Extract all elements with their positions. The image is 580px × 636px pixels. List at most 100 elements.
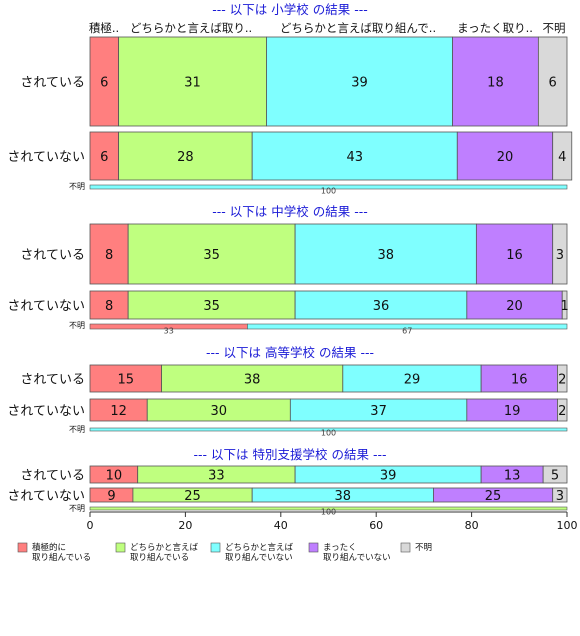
row-label: されていない xyxy=(7,489,85,504)
bar-segment xyxy=(118,36,267,127)
row-label: されている xyxy=(20,76,85,91)
legend-label: どちらかと言えば xyxy=(225,542,294,553)
bar-segment xyxy=(557,364,568,393)
row-label: されていない xyxy=(7,404,85,419)
top-category-label: 積極.. xyxy=(89,21,119,35)
legend-swatch xyxy=(210,542,221,553)
unknown-bar-segment xyxy=(89,427,568,432)
bar-segment xyxy=(552,131,573,181)
bar-segment xyxy=(266,36,453,127)
data-label: 2 xyxy=(558,404,566,419)
data-label: 31 xyxy=(184,76,201,91)
bar-segment xyxy=(542,465,568,484)
data-label: 20 xyxy=(497,150,514,165)
row-label: されている xyxy=(20,248,85,263)
unknown-row-label: 不明 xyxy=(69,182,85,191)
data-label: 37 xyxy=(370,404,387,419)
data-label: 13 xyxy=(504,469,521,484)
bar-segment xyxy=(118,131,253,181)
data-label: 8 xyxy=(105,248,113,263)
bar-segment xyxy=(89,131,120,181)
data-label: 9 xyxy=(107,489,115,504)
data-label: 1 xyxy=(560,299,568,314)
bar-segment xyxy=(537,36,568,127)
panel-title: --- 以下は 中学校 の結果 --- xyxy=(212,204,367,219)
data-label: 39 xyxy=(351,76,368,91)
unknown-data-label: 67 xyxy=(402,327,412,336)
row-label: されていない xyxy=(7,150,85,165)
legend-label: 取り組んでいない xyxy=(323,552,391,563)
data-label: 10 xyxy=(106,469,123,484)
data-label: 3 xyxy=(556,248,564,263)
legend-label: どちらかと言えば xyxy=(130,542,199,553)
unknown-data-label: 33 xyxy=(164,327,174,336)
data-label: 15 xyxy=(118,373,135,388)
bar-segment xyxy=(294,223,477,285)
panel-title: --- 以下は 特別支援学校 の結果 --- xyxy=(194,447,387,462)
bar-segment xyxy=(161,364,344,393)
bar-segment xyxy=(89,290,129,320)
data-label: 38 xyxy=(377,248,394,263)
data-label: 3 xyxy=(556,489,564,504)
data-label: 38 xyxy=(244,373,261,388)
x-tick-label: 80 xyxy=(465,519,479,532)
data-label: 29 xyxy=(404,373,421,388)
data-label: 33 xyxy=(208,469,225,484)
data-label: 43 xyxy=(346,150,363,165)
data-label: 38 xyxy=(335,489,352,504)
unknown-bar-segment xyxy=(89,506,568,511)
bar-segment xyxy=(456,131,554,181)
legend-label: まったく xyxy=(323,543,357,553)
panel-title: --- 以下は 小学校 の結果 --- xyxy=(212,2,367,17)
bar-segment xyxy=(127,223,296,285)
unknown-data-label: 100 xyxy=(321,429,336,438)
legend-swatch xyxy=(115,542,126,553)
data-label: 25 xyxy=(485,489,502,504)
row-label: されていない xyxy=(7,299,85,314)
unknown-bar-segment xyxy=(89,184,568,190)
data-label: 8 xyxy=(105,299,113,314)
data-label: 18 xyxy=(487,76,504,91)
bar-segment xyxy=(466,290,563,320)
top-category-label: どちらかと言えば取り組んで.. xyxy=(280,21,436,35)
x-tick-label: 20 xyxy=(178,519,192,532)
data-label: 30 xyxy=(211,404,228,419)
bar-segment xyxy=(452,36,539,127)
data-label: 4 xyxy=(558,150,566,165)
bar-segment xyxy=(251,131,458,181)
panel-title: --- 以下は 高等学校 の結果 --- xyxy=(206,345,374,360)
x-tick-label: 60 xyxy=(369,519,383,532)
legend-swatch xyxy=(308,542,319,553)
bar-segment xyxy=(127,290,296,320)
top-category-label: どちらかと言えば取り.. xyxy=(130,21,252,35)
legend-swatch xyxy=(400,542,411,553)
data-label: 2 xyxy=(558,373,566,388)
data-label: 6 xyxy=(549,76,557,91)
data-label: 12 xyxy=(110,404,127,419)
bar-segment xyxy=(89,364,162,393)
data-label: 39 xyxy=(380,469,397,484)
unknown-data-label: 100 xyxy=(321,187,336,196)
row-label: されている xyxy=(20,373,85,388)
bar-segment xyxy=(561,290,568,320)
data-label: 6 xyxy=(100,150,108,165)
data-label: 35 xyxy=(203,299,220,314)
unknown-row-label: 不明 xyxy=(69,321,85,330)
legend-label: 取り組んでいる xyxy=(130,552,189,563)
x-tick-label: 0 xyxy=(87,519,94,532)
bar-segment xyxy=(557,398,568,422)
top-category-label: 不明 xyxy=(543,21,566,35)
data-label: 20 xyxy=(506,299,523,314)
bar-segment xyxy=(294,290,468,320)
data-label: 25 xyxy=(184,489,201,504)
data-label: 5 xyxy=(551,469,559,484)
bar-segment xyxy=(342,364,482,393)
legend-label: 取り組んでいない xyxy=(225,552,293,563)
bar-segment xyxy=(552,487,568,503)
x-tick-label: 40 xyxy=(274,519,288,532)
data-label: 35 xyxy=(203,248,220,263)
legend-label: 積極的に xyxy=(32,542,66,553)
data-label: 36 xyxy=(373,299,390,314)
data-label: 19 xyxy=(504,404,521,419)
unknown-row-label: 不明 xyxy=(69,504,85,513)
